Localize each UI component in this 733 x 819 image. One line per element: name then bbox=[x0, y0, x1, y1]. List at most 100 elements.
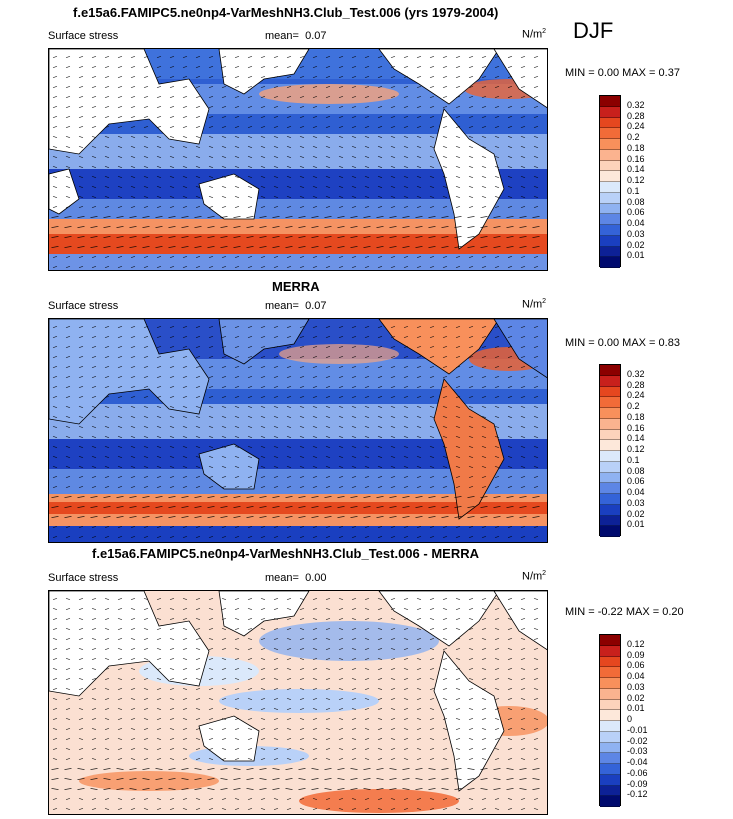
colorbar-swatch bbox=[600, 375, 620, 387]
panel1-mean-value: 0.07 bbox=[305, 30, 327, 42]
colorbar-tick-label: -0.06 bbox=[627, 767, 648, 778]
colorbar-swatch bbox=[600, 106, 620, 118]
colorbar-tick-label: 0.24 bbox=[627, 121, 645, 132]
colorbar-tick-label: 0.08 bbox=[627, 465, 645, 476]
panel3-min-max: MIN = -0.22 MAX = 0.20 bbox=[565, 606, 684, 618]
panel1-mean-label: mean= 0.07 bbox=[265, 30, 327, 42]
colorbar-tick-label: -0.12 bbox=[627, 789, 648, 800]
colorbar-swatch bbox=[600, 96, 620, 107]
colorbar-swatch bbox=[600, 494, 620, 505]
colorbar-swatch bbox=[600, 386, 620, 398]
colorbar-tick-label: -0.02 bbox=[627, 735, 648, 746]
colorbar-swatch bbox=[600, 246, 620, 258]
panel2-min-max: MIN = 0.00 MAX = 0.83 bbox=[565, 337, 680, 349]
colorbar-swatch bbox=[600, 451, 620, 462]
colorbar-swatch bbox=[600, 139, 620, 150]
colorbar-swatch bbox=[600, 472, 620, 484]
panel1-variable-label: Surface stress bbox=[48, 30, 119, 42]
colorbar-swatch bbox=[600, 171, 620, 182]
colorbar-swatch bbox=[600, 742, 620, 754]
colorbar-tick-label: -0.04 bbox=[627, 757, 648, 767]
colorbar-swatch bbox=[600, 160, 620, 172]
colorbar-swatch bbox=[600, 678, 620, 689]
panel3-units: N/m2 bbox=[522, 570, 546, 583]
colorbar-tick-label: 0.14 bbox=[627, 433, 645, 444]
colorbar-swatch bbox=[600, 785, 620, 797]
panel2-variable-label: Surface stress bbox=[48, 300, 119, 312]
panel1-map bbox=[48, 48, 548, 271]
colorbar-tick-label: 0.04 bbox=[627, 487, 645, 497]
colorbar-tick-label: 0.24 bbox=[627, 390, 645, 401]
panel1-units-exp: 2 bbox=[542, 28, 547, 35]
colorbar-tick-label: 0.01 bbox=[627, 250, 645, 261]
colorbar-tick-label: 0.28 bbox=[627, 110, 645, 121]
colorbar-tick-label: 0.06 bbox=[627, 476, 645, 487]
colorbar-tick-label: 0.02 bbox=[627, 692, 645, 703]
season-label: DJF bbox=[573, 18, 614, 43]
colorbar-swatch bbox=[600, 149, 620, 161]
colorbar-swatch bbox=[600, 365, 620, 376]
panel3-mean-value: 0.00 bbox=[305, 572, 327, 584]
colorbar-tick-label: 0.16 bbox=[627, 153, 645, 164]
colorbar-swatch bbox=[600, 515, 620, 527]
panel1-units: N/m2 bbox=[522, 28, 546, 41]
panel2-mean-label: mean= 0.07 bbox=[265, 300, 327, 312]
colorbar-swatch bbox=[600, 753, 620, 764]
panel2-map-svg bbox=[49, 319, 547, 542]
colorbar-swatch bbox=[600, 235, 620, 247]
colorbar-tick-label: 0.1 bbox=[627, 454, 640, 465]
colorbar-swatch bbox=[600, 526, 620, 537]
colorbar-tick-label: 0 bbox=[627, 714, 633, 724]
colorbar-swatch bbox=[600, 710, 620, 721]
colorbar-tick-label: 0.2 bbox=[627, 132, 640, 142]
panel3-title: f.e15a6.FAMIPC5.ne0np4-VarMeshNH3.Club_T… bbox=[92, 546, 479, 561]
colorbar-tick-label: 0.03 bbox=[627, 228, 645, 239]
colorbar-tick-label: 0.14 bbox=[627, 164, 645, 175]
colorbar-tick-label: 0.12 bbox=[627, 444, 645, 454]
panel3-mean-text: mean= bbox=[265, 572, 299, 584]
colorbar-swatch bbox=[600, 504, 620, 516]
colorbar-tick-label: 0.04 bbox=[627, 671, 645, 681]
colorbar-tick-label: 0.06 bbox=[627, 207, 645, 218]
panel2-colorbar bbox=[599, 364, 621, 537]
colorbar-tick-label: 0.06 bbox=[627, 660, 645, 671]
panel2-mean-text: mean= bbox=[265, 300, 299, 312]
panel1-units-base: N/m bbox=[522, 28, 543, 41]
panel2-mean-value: 0.07 bbox=[305, 300, 327, 312]
colorbar-tick-label: 0.04 bbox=[627, 218, 645, 228]
colorbar-swatch bbox=[600, 408, 620, 419]
panel3-map-svg bbox=[49, 591, 547, 814]
panel1-title: f.e15a6.FAMIPC5.ne0np4-VarMeshNH3.Club_T… bbox=[73, 5, 499, 20]
colorbar-tick-label: 0.08 bbox=[627, 196, 645, 207]
colorbar-tick-label: 0.03 bbox=[627, 681, 645, 692]
panel3-units-base: N/m bbox=[522, 570, 543, 583]
panel3-mean-label: mean= 0.00 bbox=[265, 572, 327, 584]
colorbar-swatch bbox=[600, 483, 620, 494]
colorbar-swatch bbox=[600, 397, 620, 408]
colorbar-swatch bbox=[600, 192, 620, 204]
panel2-title: MERRA bbox=[272, 279, 320, 294]
panel3-colorbar bbox=[599, 634, 621, 807]
colorbar-swatch bbox=[600, 128, 620, 139]
panel3-units-exp: 2 bbox=[542, 570, 547, 577]
colorbar-tick-label: -0.03 bbox=[627, 746, 648, 757]
panel1-mean-text: mean= bbox=[265, 30, 299, 42]
colorbar-swatch bbox=[600, 440, 620, 451]
wind-vectors bbox=[51, 56, 540, 268]
colorbar-tick-label: 0.1 bbox=[627, 185, 640, 196]
colorbar-swatch bbox=[600, 731, 620, 743]
panel1-min-max: MIN = 0.00 MAX = 0.37 bbox=[565, 67, 680, 79]
colorbar-tick-label: 0.16 bbox=[627, 422, 645, 433]
colorbar-swatch bbox=[600, 721, 620, 732]
colorbar-swatch bbox=[600, 635, 620, 646]
colorbar-swatch bbox=[600, 257, 620, 268]
colorbar-tick-label: 0.18 bbox=[627, 142, 645, 153]
colorbar-tick-label: 0.12 bbox=[627, 638, 645, 649]
colorbar-swatch bbox=[600, 461, 620, 473]
colorbar-swatch bbox=[600, 117, 620, 129]
colorbar-swatch bbox=[600, 667, 620, 678]
colorbar-tick-label: 0.09 bbox=[627, 649, 645, 660]
colorbar-tick-label: 0.02 bbox=[627, 508, 645, 519]
colorbar-swatch bbox=[600, 429, 620, 441]
wind-vectors bbox=[51, 598, 540, 810]
